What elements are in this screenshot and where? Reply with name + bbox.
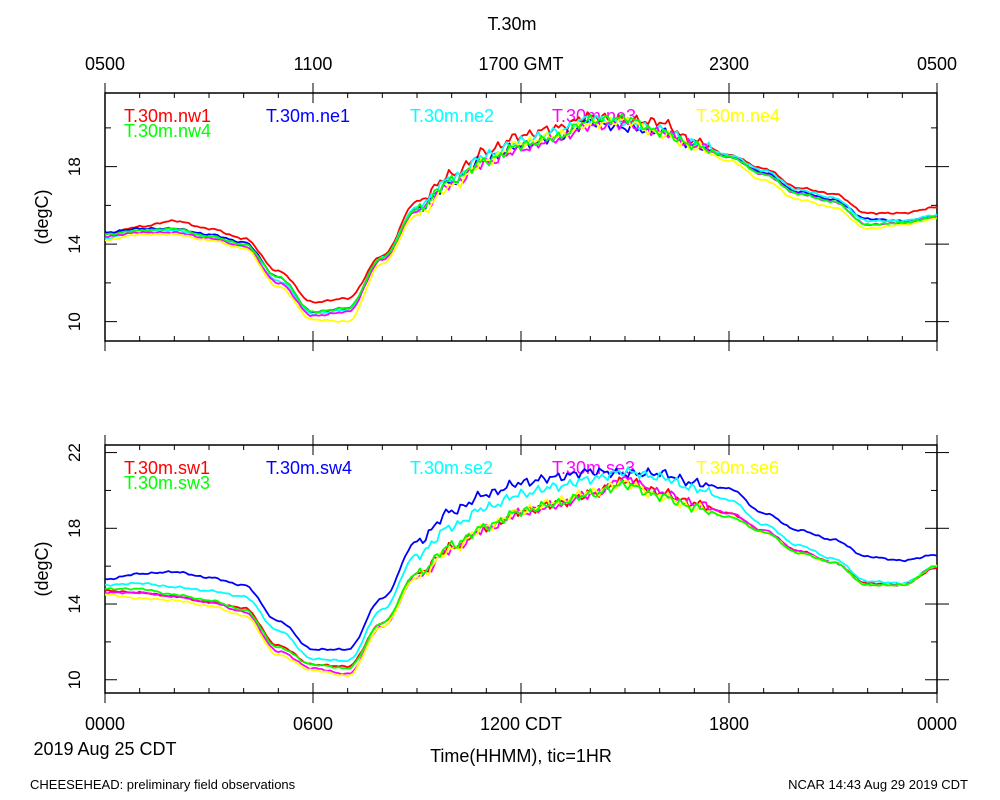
series-line-T.30m.sw1: [104, 476, 938, 669]
legend-entry: T.30m.sw1: [124, 458, 210, 478]
series-line-T.30m.nw1: [104, 111, 938, 304]
y-axis-label: (degC): [32, 189, 52, 244]
legend-entry: T.30m.se6: [696, 458, 779, 478]
cdt-tick-label: 0000: [917, 714, 957, 734]
legend-entry: T.30m.ne2: [410, 106, 494, 126]
plot-frame: [104, 444, 938, 694]
legend-entry: T.30m.ne1: [266, 106, 350, 126]
y-tick-label: 18: [65, 519, 84, 538]
x-axis-label: Time(HHMM), tic=1HR: [430, 746, 612, 766]
y-tick-label: 10: [65, 312, 84, 331]
y-tick-label: 22: [65, 443, 84, 462]
legend-entry: T.30m.nw1: [124, 106, 211, 126]
y-tick-label: 14: [65, 235, 84, 254]
series-line-T.30m.nw4: [104, 113, 938, 314]
y-tick-label: 14: [65, 595, 84, 614]
series-line-T.30m.ne4: [104, 116, 938, 323]
footer-right: NCAR 14:43 Aug 29 2019 CDT: [788, 777, 968, 792]
legend-entry: T.30m.se2: [410, 458, 493, 478]
legend-entry: T.30m.nw4: [124, 121, 211, 141]
series-line-T.30m.ne1: [104, 118, 938, 314]
series-line-T.30m.se6: [104, 479, 938, 677]
y-tick-label: 10: [65, 670, 84, 689]
series-line-T.30m.se3: [104, 475, 937, 676]
cdt-tick-label: 1800: [709, 714, 749, 734]
cdt-tick-label: 0600: [293, 714, 333, 734]
cdt-tick-label: 1200 CDT: [480, 714, 562, 734]
series-line-T.30m.sw4: [104, 467, 938, 651]
gmt-tick-label: 1100: [294, 54, 333, 74]
figure-title: T.30m: [487, 14, 536, 34]
gmt-tick-label: 0500: [917, 54, 957, 74]
gmt-tick-label: 2300: [709, 54, 749, 74]
gmt-tick-label: 1700 GMT: [478, 54, 563, 74]
bottom-panel: (degC) T.30m.sw1 T.30m.sw4 T.30m.se2 T.30m.…: [32, 435, 949, 703]
plot-frame: [104, 92, 938, 342]
legend-entry: T.30m.ne4: [696, 106, 780, 126]
series-line-T.30m.sw3: [104, 479, 938, 670]
footer-left: CHEESEHEAD: preliminary field observatio…: [30, 777, 296, 792]
date-label: 2019 Aug 25 CDT: [33, 739, 176, 759]
top-panel: (degC) T.30m.nw1 T.30m.ne1 T.30m.ne2 T.30m.…: [32, 83, 949, 351]
y-tick-label: 18: [65, 157, 84, 176]
legend-entry: T.30m.sw3: [124, 473, 210, 493]
gmt-tick-label: 0500: [85, 54, 125, 74]
legend-entry: T.30m.sw4: [266, 458, 352, 478]
cdt-tick-label: 0000: [85, 714, 125, 734]
y-axis-label: (degC): [32, 541, 52, 596]
series-line-T.30m.ne2: [104, 114, 938, 316]
series-line-T.30m.se2: [104, 466, 938, 663]
